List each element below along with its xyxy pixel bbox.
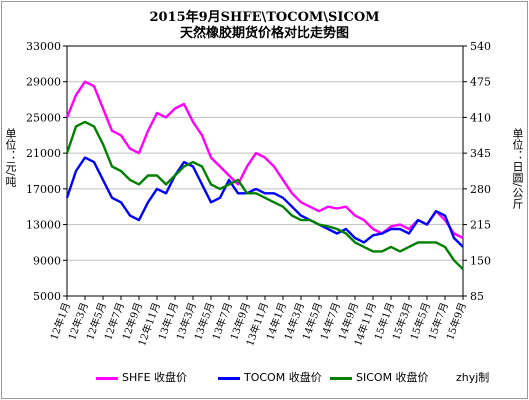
left-axis-tick-label: 33000 bbox=[26, 40, 61, 53]
right-axis-tick-label: 215 bbox=[470, 219, 491, 232]
legend-swatch-sicom bbox=[330, 376, 352, 380]
left-axis-tick-label: 13000 bbox=[26, 219, 61, 232]
legend-item-shfe: SHFE 收盘价 bbox=[96, 369, 187, 385]
right-axis-tick-label: 410 bbox=[470, 111, 491, 124]
chart-subtitle: 天然橡胶期货价格对比走势图 bbox=[179, 26, 349, 41]
chart-credit: zhyj制 bbox=[456, 371, 490, 384]
right-axis-label: 单位：日圆/公斤 bbox=[511, 128, 524, 209]
legend-swatch-shfe bbox=[96, 376, 118, 380]
legend-swatch-tocom bbox=[218, 376, 240, 380]
legend-label-shfe: SHFE 收盘价 bbox=[122, 371, 188, 384]
series-line-shfe bbox=[65, 80, 464, 240]
left-axis-tick-label: 17000 bbox=[26, 183, 61, 196]
left-axis-tick-label: 29000 bbox=[26, 76, 61, 89]
chart-title: 2015年9月SHFE\TOCOM\SICOM bbox=[149, 10, 380, 25]
left-axis-tick-label: 5000 bbox=[33, 290, 61, 303]
left-axis-tick-label: 9000 bbox=[33, 254, 61, 267]
plot-area-border bbox=[66, 45, 464, 297]
left-axis-tick-label: 25000 bbox=[26, 111, 61, 124]
legend-label-tocom: TOCOM 收盘价 bbox=[244, 371, 322, 384]
right-axis-tick-label: 85 bbox=[470, 290, 484, 303]
left-axis-label: 单位：元/吨 bbox=[4, 128, 17, 187]
left-axis-tick-label: 21000 bbox=[26, 147, 61, 160]
series-line-sicom bbox=[65, 120, 464, 271]
legend-item-tocom: TOCOM 收盘价 bbox=[218, 369, 322, 385]
right-axis-tick-label: 280 bbox=[470, 183, 491, 196]
legend-label-sicom: SICOM 收盘价 bbox=[356, 371, 429, 384]
right-axis-tick-label: 475 bbox=[470, 76, 491, 89]
right-axis-tick-label: 345 bbox=[470, 147, 491, 160]
right-axis-tick-label: 150 bbox=[470, 254, 491, 267]
series-line-tocom bbox=[65, 156, 464, 248]
legend-item-sicom: SICOM 收盘价 bbox=[330, 369, 429, 385]
right-axis-tick-label: 540 bbox=[470, 40, 491, 53]
